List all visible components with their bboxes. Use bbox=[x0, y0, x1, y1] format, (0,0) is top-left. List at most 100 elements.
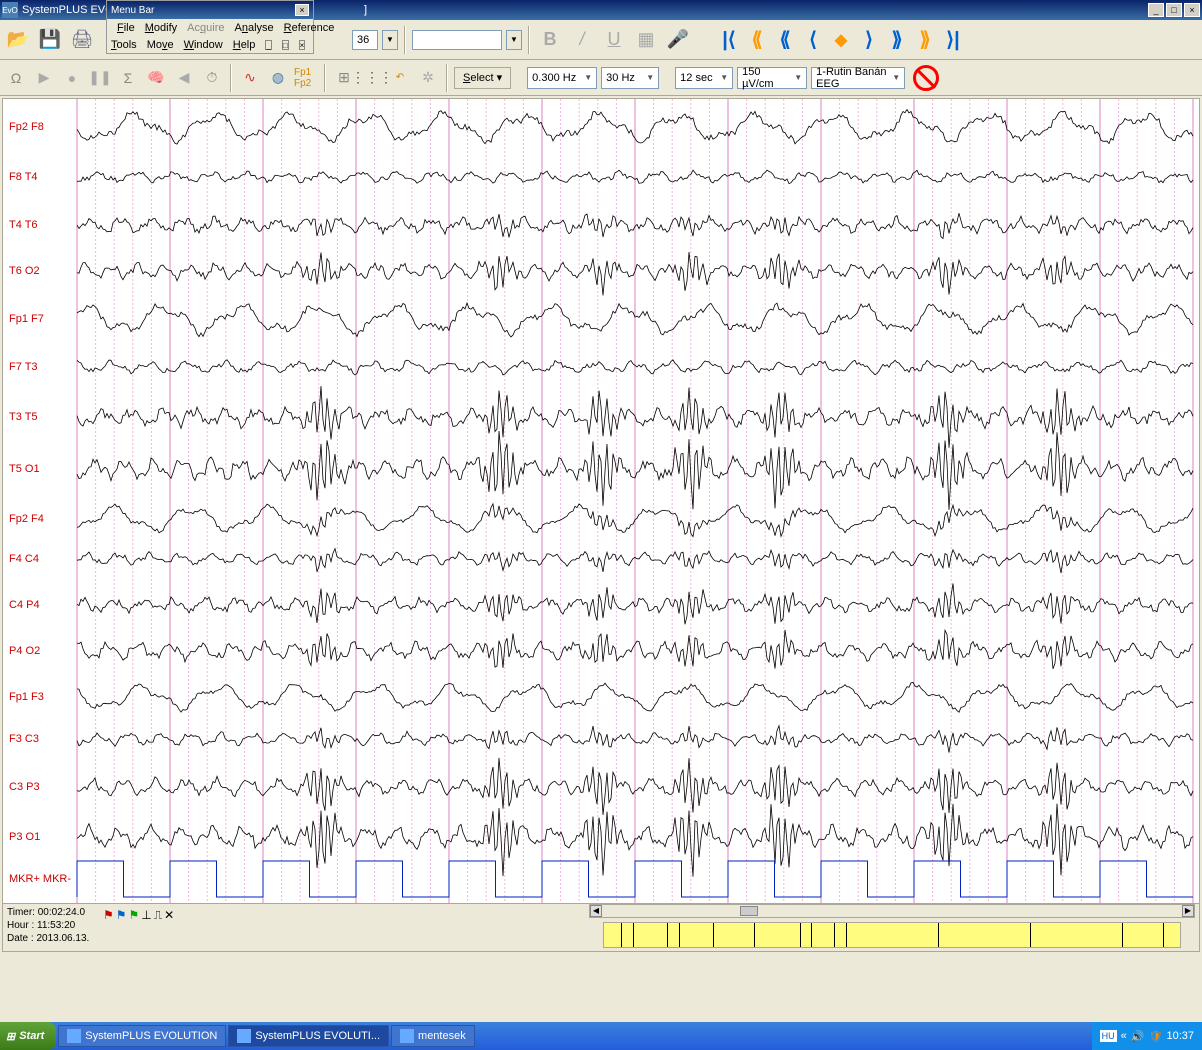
taskbar-item[interactable]: SystemPLUS EVOLUTI... bbox=[228, 1025, 389, 1047]
marker-tool-icon[interactable]: ⊥ bbox=[141, 908, 151, 923]
menu-restore-icon[interactable]: □ bbox=[282, 40, 289, 50]
wave-icon[interactable]: ∿ bbox=[238, 66, 262, 90]
taskbar-item[interactable]: mentesek bbox=[391, 1025, 475, 1047]
mic-icon[interactable]: 🎤 bbox=[664, 26, 692, 54]
marker-del-icon[interactable]: ✕ bbox=[164, 908, 174, 923]
start-button[interactable]: ⊞ Start bbox=[0, 1022, 56, 1050]
flag-blue-icon[interactable]: ⚑ bbox=[116, 908, 127, 923]
atom-icon[interactable]: ✲ bbox=[416, 66, 440, 90]
table-icon[interactable]: ▦ bbox=[632, 26, 660, 54]
menu-reference[interactable]: Reference bbox=[284, 22, 335, 34]
eeg-svg bbox=[3, 99, 1195, 952]
channel-label: Fp2 F4 bbox=[9, 513, 44, 525]
high-filter-select[interactable]: 30 Hz▼ bbox=[601, 67, 659, 89]
channel-label: T3 T5 bbox=[9, 411, 38, 423]
menu-bar-panel: Menu Bar × File Modify Acquire Analyse R… bbox=[106, 0, 314, 54]
marker-tool2-icon[interactable]: ⎍ bbox=[154, 908, 162, 923]
menu-bar-close[interactable]: × bbox=[295, 4, 309, 16]
nav-fastback-icon[interactable]: ⟪ bbox=[744, 27, 770, 53]
event-timeline[interactable] bbox=[603, 922, 1181, 948]
brain-icon[interactable]: 🧠 bbox=[144, 66, 168, 90]
record-icon[interactable]: ● bbox=[60, 66, 84, 90]
font-size-dd[interactable]: ▼ bbox=[382, 30, 398, 50]
event-tick bbox=[1163, 923, 1164, 947]
nav-center-icon[interactable]: ◆ bbox=[828, 27, 854, 53]
no-entry-icon[interactable] bbox=[913, 65, 939, 91]
low-filter-select[interactable]: 0.300 Hz▼ bbox=[527, 67, 597, 89]
font-family-field[interactable] bbox=[412, 30, 502, 50]
play-icon[interactable]: ▶ bbox=[32, 66, 56, 90]
minimize-button[interactable]: _ bbox=[1148, 3, 1164, 17]
menu-analyse[interactable]: Analyse bbox=[234, 22, 273, 34]
menu-move[interactable]: Move bbox=[147, 39, 174, 51]
event-tick bbox=[1030, 923, 1031, 947]
font-size-field[interactable] bbox=[352, 30, 378, 50]
nav-back-icon[interactable]: ⟨ bbox=[800, 27, 826, 53]
marker-flags[interactable]: ⚑ ⚑ ⚑ ⊥ ⎍ ✕ bbox=[103, 908, 174, 923]
event-tick bbox=[938, 923, 939, 947]
event-tick bbox=[667, 923, 668, 947]
nav-fwd2-icon[interactable]: ⟫ bbox=[884, 27, 910, 53]
timebase-select[interactable]: 12 sec▼ bbox=[675, 67, 733, 89]
menu-file[interactable]: File bbox=[117, 22, 135, 34]
nav-last-icon[interactable]: ⟩| bbox=[940, 27, 966, 53]
menu-close-icon[interactable]: × bbox=[299, 40, 306, 50]
tray-icon-1[interactable]: « bbox=[1121, 1030, 1127, 1042]
close-button[interactable]: × bbox=[1184, 3, 1200, 17]
app-icon: EvO bbox=[2, 2, 18, 18]
nav-back2-icon[interactable]: ⟪ bbox=[772, 27, 798, 53]
event-tick bbox=[1122, 923, 1123, 947]
menu-window[interactable]: Window bbox=[184, 39, 223, 51]
event-tick bbox=[621, 923, 622, 947]
graph-icon[interactable]: Fp1 Fp2 bbox=[294, 66, 318, 90]
sensitivity-select[interactable]: 150 µV/cm▼ bbox=[737, 67, 807, 89]
system-tray[interactable]: HU « 🔊 🛡 10:37 bbox=[1092, 1022, 1202, 1050]
time-scrollbar[interactable]: ◀ ▶ bbox=[589, 904, 1195, 918]
windows-logo-icon: ⊞ bbox=[6, 1030, 15, 1043]
pause-icon[interactable]: ❚❚ bbox=[88, 66, 112, 90]
print-icon[interactable]: 🖨 bbox=[68, 26, 96, 54]
bold-icon[interactable]: B bbox=[536, 26, 564, 54]
open-folder-icon[interactable]: 📂 bbox=[4, 26, 32, 54]
italic-icon[interactable]: / bbox=[568, 26, 596, 54]
event-tick bbox=[811, 923, 812, 947]
maximize-button[interactable]: □ bbox=[1166, 3, 1182, 17]
tray-icon-3[interactable]: 🛡 bbox=[1149, 1030, 1163, 1043]
omega-icon[interactable]: Ω bbox=[4, 66, 28, 90]
menu-help[interactable]: Help bbox=[233, 39, 256, 51]
font-family-dd[interactable]: ▼ bbox=[506, 30, 522, 50]
scroll-right-icon[interactable]: ▶ bbox=[1182, 905, 1194, 917]
flag-red-icon[interactable]: ⚑ bbox=[103, 908, 114, 923]
save-icon[interactable]: 💾 bbox=[36, 26, 64, 54]
menu-min-icon[interactable]: _ bbox=[265, 40, 271, 50]
stopwatch-icon[interactable]: ⏱ bbox=[200, 66, 224, 90]
nav-fastfwd-icon[interactable]: ⟫ bbox=[912, 27, 938, 53]
timer-panel: Timer: 00:02:24.0 Hour : 11:53:20 Date :… bbox=[3, 903, 1199, 951]
channel-label: T5 O1 bbox=[9, 463, 40, 475]
dots-icon[interactable]: ⋮⋮⋮ bbox=[360, 66, 384, 90]
underline-icon[interactable]: U bbox=[600, 26, 628, 54]
menu-tools[interactable]: Tools bbox=[111, 39, 137, 51]
scroll-thumb[interactable] bbox=[740, 906, 758, 916]
channel-label: Fp2 F8 bbox=[9, 121, 44, 133]
channel-label: P3 O1 bbox=[9, 831, 40, 843]
channel-label: F7 T3 bbox=[9, 361, 38, 373]
nav-fwd-icon[interactable]: ⟩ bbox=[856, 27, 882, 53]
sigma-icon[interactable]: Σ bbox=[116, 66, 140, 90]
undo-icon[interactable]: ↶ bbox=[388, 66, 412, 90]
scroll-left-icon[interactable]: ◀ bbox=[590, 905, 602, 917]
taskbar-item[interactable]: SystemPLUS EVOLUTION bbox=[58, 1025, 226, 1047]
event-tick bbox=[679, 923, 680, 947]
select-button[interactable]: Select ▾ bbox=[454, 67, 511, 89]
flag-green-icon[interactable]: ⚑ bbox=[129, 908, 140, 923]
head-icon[interactable]: ◍ bbox=[266, 66, 290, 90]
tray-lang[interactable]: HU bbox=[1100, 1030, 1117, 1042]
nav-first-icon[interactable]: |⟨ bbox=[716, 27, 742, 53]
prev-icon[interactable]: ◀ bbox=[172, 66, 196, 90]
montage-select[interactable]: 1-Rutin Banán EEG▼ bbox=[811, 67, 905, 89]
channel-label: F3 C3 bbox=[9, 733, 39, 745]
event-tick bbox=[800, 923, 801, 947]
eeg-display[interactable]: Fp2 F8F8 T4T4 T6T6 O2Fp1 F7F7 T3T3 T5T5 … bbox=[2, 98, 1200, 952]
tray-icon-2[interactable]: 🔊 bbox=[1131, 1030, 1145, 1043]
menu-modify[interactable]: Modify bbox=[145, 22, 177, 34]
